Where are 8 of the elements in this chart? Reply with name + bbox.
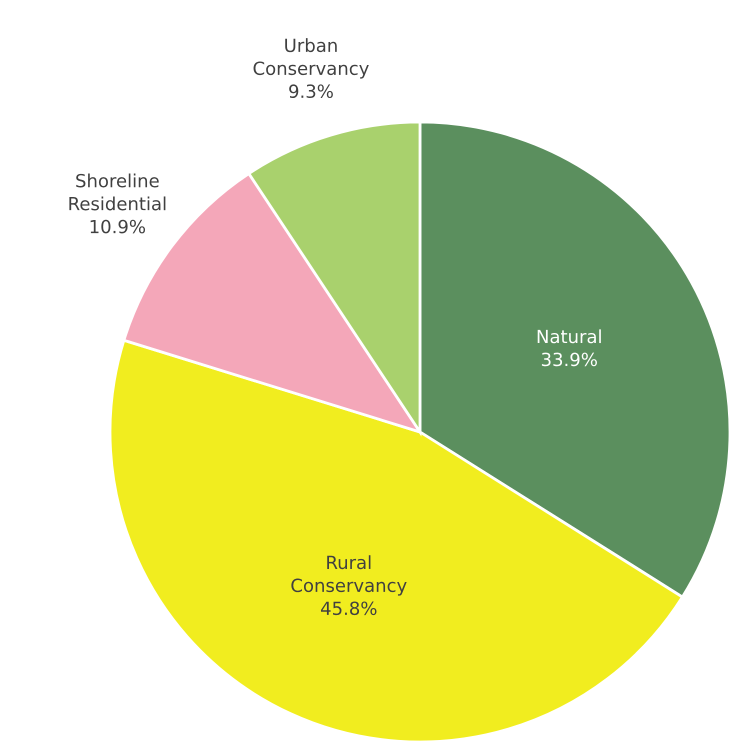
slice-label: Shoreline Residential (69, 174, 166, 210)
data-label: 9.3% (289, 84, 333, 98)
data-label: 33.9% (542, 352, 597, 366)
data-label: 10.9% (90, 220, 146, 234)
slice-label: Urban Conservancy (254, 38, 369, 79)
slice-label: Rural Conservancy (291, 555, 407, 596)
data-label: 45.8% (321, 601, 376, 616)
slice-label: Natural (538, 329, 601, 344)
